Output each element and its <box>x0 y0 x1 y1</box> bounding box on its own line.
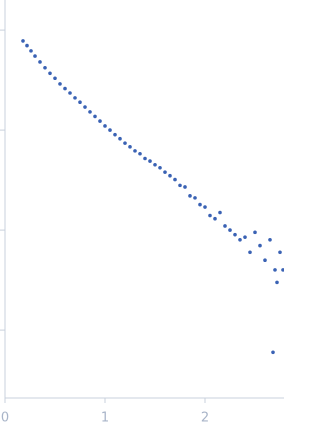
point <box>208 213 212 218</box>
point <box>218 210 222 215</box>
point <box>253 230 257 235</box>
point <box>168 173 172 178</box>
x-tick-label: 2 <box>201 411 209 426</box>
point <box>258 243 262 248</box>
point <box>108 128 112 132</box>
point <box>38 60 42 64</box>
point <box>43 65 47 70</box>
point <box>25 43 29 48</box>
point <box>83 105 87 109</box>
point <box>68 91 72 95</box>
point <box>213 216 217 221</box>
point <box>33 54 37 58</box>
point <box>88 110 92 114</box>
point <box>158 165 162 170</box>
point <box>123 141 127 145</box>
point <box>78 100 82 105</box>
point <box>243 235 247 239</box>
point <box>29 49 33 53</box>
point <box>163 170 167 174</box>
point <box>198 202 202 207</box>
point <box>275 280 279 285</box>
point <box>63 86 67 91</box>
point <box>93 114 97 119</box>
point <box>268 237 272 242</box>
point <box>98 119 102 123</box>
point <box>48 71 52 76</box>
point <box>118 136 122 141</box>
point <box>183 185 187 189</box>
point <box>178 183 182 188</box>
point <box>143 156 147 161</box>
point <box>223 224 227 228</box>
point <box>21 39 25 43</box>
point <box>248 250 252 255</box>
point <box>53 76 57 81</box>
x-tick-label: 1 <box>101 411 109 426</box>
point <box>271 350 275 355</box>
point <box>233 232 237 237</box>
point <box>238 237 242 242</box>
point <box>281 268 285 272</box>
point <box>278 250 282 255</box>
point <box>273 268 277 272</box>
point <box>173 177 177 182</box>
point <box>263 258 267 263</box>
point <box>188 194 192 198</box>
point <box>128 145 132 149</box>
point <box>58 82 62 86</box>
point <box>148 159 152 163</box>
point <box>133 149 137 153</box>
point <box>193 196 197 200</box>
point <box>228 228 232 232</box>
point <box>203 205 207 209</box>
point <box>73 96 77 100</box>
point <box>103 124 107 128</box>
point <box>138 151 142 156</box>
chart: 0 1 2 <box>0 0 285 426</box>
point <box>153 162 157 167</box>
x-tick-label: 0 <box>1 411 9 426</box>
point <box>113 132 117 137</box>
